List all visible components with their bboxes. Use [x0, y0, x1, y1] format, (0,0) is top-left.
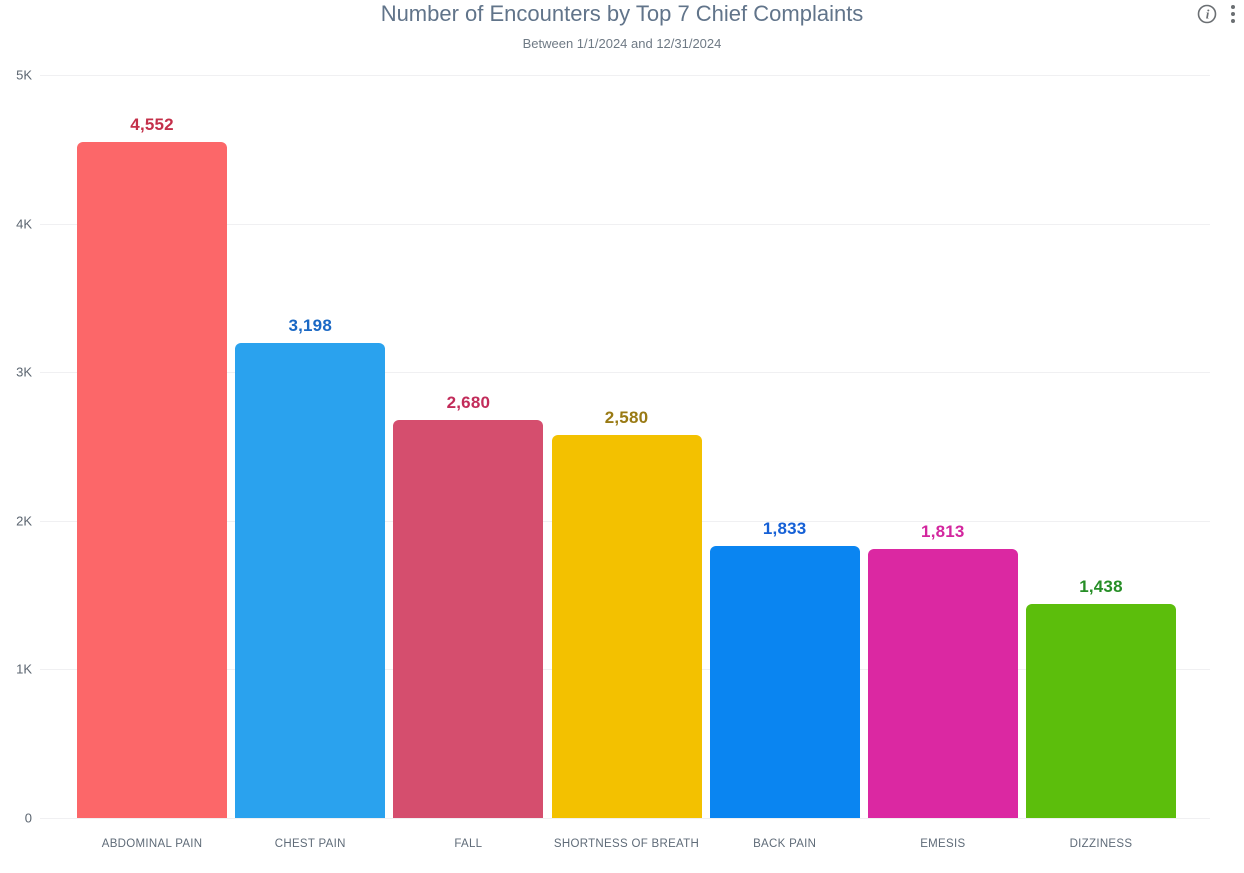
kebab-menu-icon[interactable] — [1226, 3, 1240, 25]
info-icon[interactable]: i — [1196, 3, 1218, 25]
x-axis-label: BACK PAIN — [753, 838, 817, 850]
gridline — [40, 372, 1210, 374]
header-icons: i — [1196, 3, 1240, 25]
x-axis-label: DIZZINESS — [1069, 838, 1133, 850]
gridline — [40, 75, 1210, 76]
bar-value-label: 1,833 — [762, 518, 807, 538]
y-tick-label: 5K — [16, 67, 32, 83]
chart-title: Number of Encounters by Top 7 Chief Comp… — [380, 1, 864, 26]
bar-abdominal-pain[interactable] — [77, 141, 228, 818]
gridline — [40, 223, 1210, 225]
x-axis-label: EMESIS — [920, 838, 966, 850]
gridline — [40, 818, 1210, 819]
bar-fall[interactable] — [393, 419, 544, 818]
bar-value-label: 2,680 — [446, 392, 491, 412]
x-axis-label: SHORTNESS OF BREATH — [553, 838, 700, 850]
bar-value-label: 4,552 — [130, 114, 174, 134]
svg-text:i: i — [1206, 7, 1210, 22]
y-tick-label: 4K — [16, 216, 32, 232]
bar-back-pain[interactable] — [709, 545, 860, 818]
y-tick-label: 2K — [16, 513, 32, 529]
bar-value-label: 2,580 — [604, 407, 649, 427]
y-tick-label: 3K — [16, 364, 32, 380]
x-axis-label: ABDOMINAL PAIN — [101, 838, 203, 850]
bar-shortness-of-breath[interactable] — [551, 434, 702, 818]
bar-value-label: 1,438 — [1079, 577, 1123, 597]
plot-area: 0 1K 2K 3K 4K 5K 4,552 3,198 2,680 2,580 1,833 1,8… — [0, 68, 1244, 826]
bar-value-label: 1,813 — [921, 521, 965, 541]
bar-dizziness[interactable] — [1025, 604, 1176, 818]
x-axis-label: CHEST PAIN — [274, 838, 346, 850]
x-axis-label: FALL — [454, 838, 483, 850]
y-tick-label: 0 — [24, 810, 32, 826]
bar-chest-pain[interactable] — [235, 342, 386, 818]
chart-subtitle: Between 1/1/2024 and 12/31/2024 — [522, 36, 722, 51]
bar-value-label: 3,198 — [288, 315, 332, 335]
y-tick-label: 1K — [16, 661, 32, 677]
bar-emesis[interactable] — [867, 548, 1018, 818]
